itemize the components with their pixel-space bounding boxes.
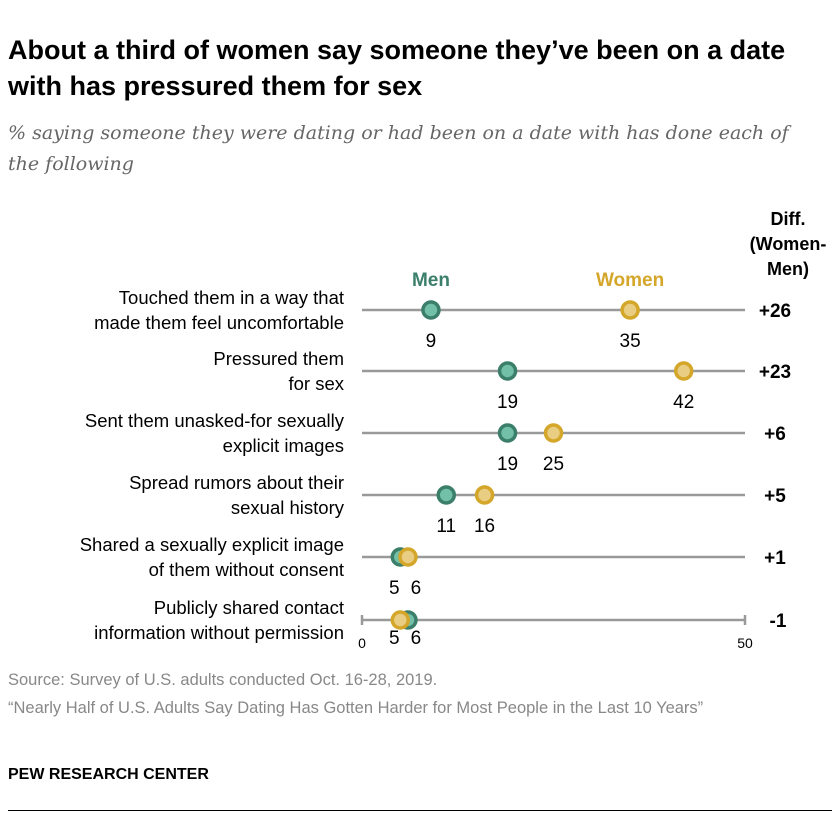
women-dot	[474, 485, 495, 505]
women-dot	[390, 610, 411, 630]
diff-value: +23	[759, 362, 791, 383]
diff-value: -1	[770, 611, 787, 632]
data-label: 5	[389, 578, 400, 599]
diff-value: +6	[764, 424, 786, 445]
x-tick-label: 0	[358, 635, 366, 651]
men-dot	[497, 423, 518, 443]
men-dot	[436, 485, 457, 505]
category-label: Sent them unasked-for sexually	[85, 410, 345, 431]
legend-men: Men	[412, 270, 450, 291]
diff-header: (Women-	[750, 234, 827, 254]
data-label: 5	[389, 628, 400, 649]
data-label: 16	[474, 516, 495, 537]
category-label: Shared a sexually explicit image	[80, 534, 344, 555]
category-label: Publicly shared contact	[154, 597, 344, 618]
data-label: 35	[620, 331, 641, 352]
diff-value: +1	[764, 548, 786, 569]
women-dot	[620, 300, 640, 320]
diff-value: +26	[759, 301, 791, 322]
data-label: 25	[543, 454, 564, 475]
data-label: 6	[411, 578, 422, 599]
category-label: sexual history	[231, 497, 345, 518]
category-label: for sex	[288, 373, 344, 394]
women-dot	[543, 423, 564, 443]
brand-logo-text: PEW RESEARCH CENTER	[8, 766, 209, 783]
data-label: 9	[426, 331, 437, 352]
women-dot	[673, 361, 694, 381]
bottom-rule	[8, 810, 832, 811]
chart-subtitle: % saying someone they were dating or had…	[8, 122, 789, 175]
data-label: 11	[436, 516, 456, 537]
category-label: of them without consent	[149, 559, 344, 580]
diff-value: +5	[764, 486, 786, 507]
men-dot	[421, 300, 441, 320]
men-dot	[497, 361, 518, 381]
diff-header: Diff.	[771, 209, 806, 229]
category-label: Touched them in a way that	[119, 287, 344, 308]
category-label: information without permission	[94, 622, 344, 643]
women-dot	[398, 547, 418, 567]
legend-women: Women	[596, 270, 664, 291]
category-label: made them feel uncomfortable	[94, 312, 344, 333]
category-label: Spread rumors about their	[129, 472, 344, 493]
chart-title: About a third of women say someone they’…	[8, 35, 786, 101]
report-title-note: “Nearly Half of U.S. Adults Say Dating H…	[8, 699, 704, 717]
category-label: Pressured them	[213, 348, 344, 369]
category-label: explicit images	[223, 435, 344, 456]
data-label: 6	[411, 628, 422, 649]
data-label: 19	[497, 454, 518, 475]
data-label: 19	[497, 392, 518, 413]
x-tick-label: 50	[737, 635, 753, 651]
source-note: Source: Survey of U.S. adults conducted …	[8, 671, 438, 689]
diff-header: Men)	[767, 259, 809, 279]
data-label: 42	[673, 392, 694, 413]
